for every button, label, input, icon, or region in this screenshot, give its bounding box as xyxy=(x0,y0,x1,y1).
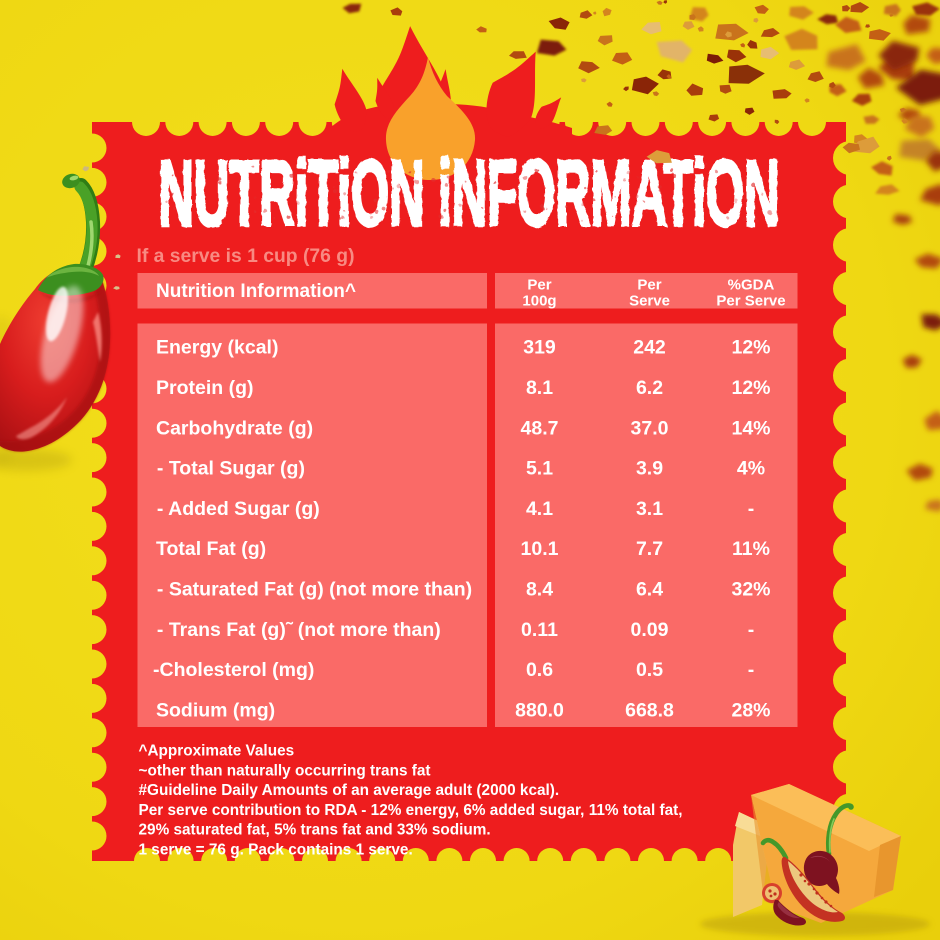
svg-text:Total Fat (g): Total Fat (g) xyxy=(156,538,266,560)
svg-text:-: - xyxy=(748,498,755,520)
svg-text:11%: 11% xyxy=(732,538,770,560)
svg-text:37.0: 37.0 xyxy=(631,417,669,439)
svg-text:6.2: 6.2 xyxy=(636,377,663,399)
svg-text:3.9: 3.9 xyxy=(636,458,663,480)
svg-text:- Total Sugar (g): - Total Sugar (g) xyxy=(152,458,305,480)
svg-text:Per Serve: Per Serve xyxy=(716,293,785,310)
svg-text:~other than naturally occurrin: ~other than naturally occurring trans fa… xyxy=(139,762,431,779)
svg-text:5.1: 5.1 xyxy=(526,458,553,480)
svg-text:319: 319 xyxy=(523,337,556,359)
svg-text:32%: 32% xyxy=(731,579,770,601)
svg-text:Protein (g): Protein (g) xyxy=(156,377,254,399)
svg-text:1 serve = 76 g. Pack contains: 1 serve = 76 g. Pack contains 1 serve. xyxy=(139,842,413,859)
svg-text:NUTRiTiON iNFORMATiON: NUTRiTiON iNFORMATiON xyxy=(159,141,780,245)
svg-text:6.4: 6.4 xyxy=(636,579,663,601)
svg-text:Serve: Serve xyxy=(629,293,670,310)
svg-text:100g: 100g xyxy=(522,293,556,310)
svg-text:4.1: 4.1 xyxy=(526,498,553,520)
svg-text:8.1: 8.1 xyxy=(526,377,553,399)
svg-text:14%: 14% xyxy=(731,417,770,439)
svg-text:242: 242 xyxy=(633,337,666,359)
svg-text:- Trans Fat (g)˜ (not more tha: - Trans Fat (g)˜ (not more than) xyxy=(152,619,441,641)
svg-text:668.8: 668.8 xyxy=(625,699,674,721)
svg-text:29% saturated fat, 5% trans fa: 29% saturated fat, 5% trans fat and 33% … xyxy=(139,822,491,839)
svg-text:Per: Per xyxy=(527,277,551,294)
svg-text:#Guideline Daily Amounts of an: #Guideline Daily Amounts of an average a… xyxy=(139,782,560,799)
svg-text:8.4: 8.4 xyxy=(526,579,553,601)
svg-text:-: - xyxy=(748,659,755,681)
svg-text:0.6: 0.6 xyxy=(526,659,553,681)
svg-text:28%: 28% xyxy=(731,699,770,721)
svg-text:-: - xyxy=(748,619,755,641)
svg-text:Energy (kcal): Energy (kcal) xyxy=(156,337,278,359)
svg-text:^Approximate Values: ^Approximate Values xyxy=(139,743,295,760)
svg-text:Sodium (mg): Sodium (mg) xyxy=(156,699,275,721)
svg-text:Carbohydrate (g): Carbohydrate (g) xyxy=(156,417,313,439)
svg-text:If a serve is 1 cup (76 g): If a serve is 1 cup (76 g) xyxy=(137,245,355,267)
svg-text:0.11: 0.11 xyxy=(521,619,558,641)
svg-text:880.0: 880.0 xyxy=(515,699,564,721)
svg-text:4%: 4% xyxy=(737,458,765,480)
svg-text:0.5: 0.5 xyxy=(636,659,663,681)
svg-text:Per serve contribution to RDA: Per serve contribution to RDA - 12% ener… xyxy=(139,802,683,819)
svg-text:Nutrition Information^: Nutrition Information^ xyxy=(156,281,356,302)
svg-text:- Saturated Fat (g) (not more: - Saturated Fat (g) (not more than) xyxy=(152,579,473,601)
svg-text:48.7: 48.7 xyxy=(521,417,559,439)
svg-text:12%: 12% xyxy=(731,377,770,399)
svg-text:%GDA: %GDA xyxy=(728,277,775,294)
svg-text:0.09: 0.09 xyxy=(631,619,669,641)
svg-text:7.7: 7.7 xyxy=(636,538,663,560)
svg-text:3.1: 3.1 xyxy=(636,498,663,520)
svg-text:10.1: 10.1 xyxy=(521,538,559,560)
svg-text:12%: 12% xyxy=(731,337,770,359)
svg-text:Per: Per xyxy=(637,277,661,294)
svg-text:-Cholesterol (mg): -Cholesterol (mg) xyxy=(153,659,314,681)
svg-text:- Added Sugar (g): - Added Sugar (g) xyxy=(152,498,320,520)
